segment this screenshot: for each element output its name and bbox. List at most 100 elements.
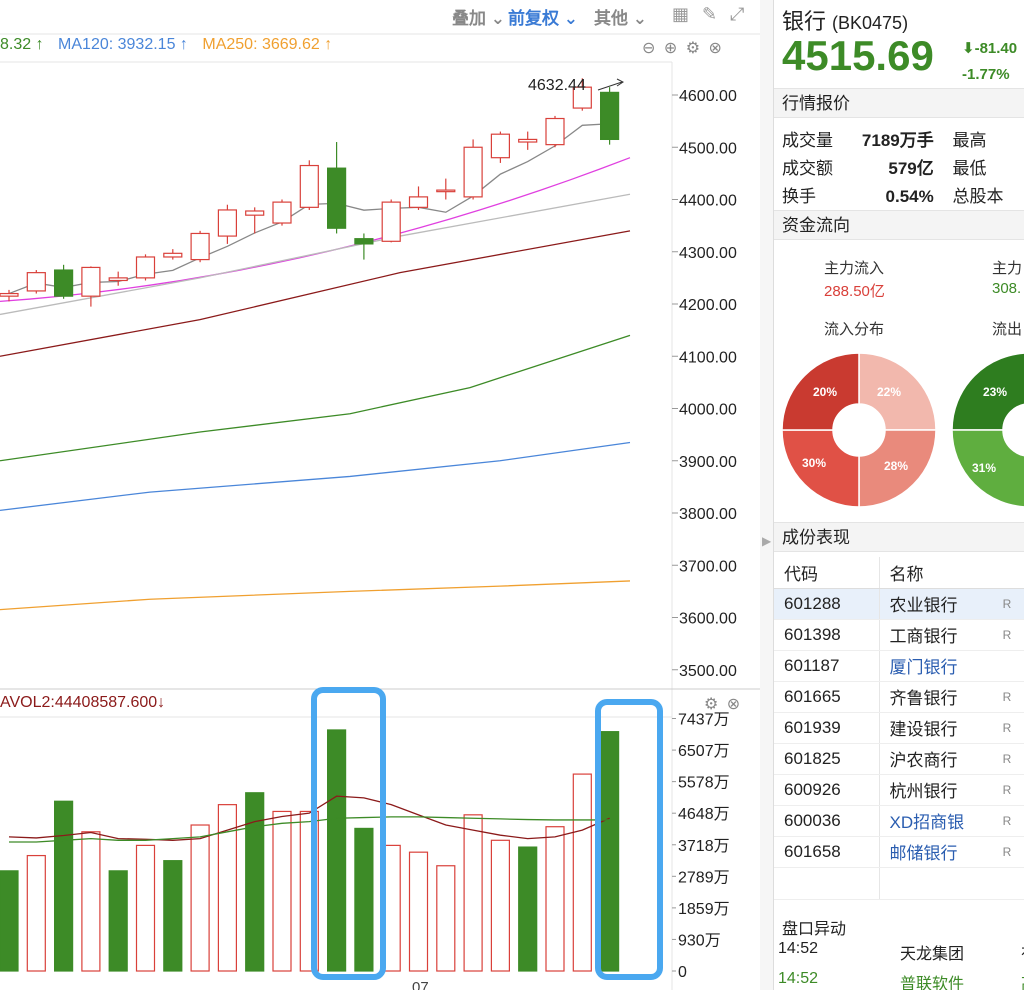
vol-tick-label: 1859万 <box>678 901 730 918</box>
inflow-pct-1: 22% <box>877 385 901 399</box>
component-row[interactable]: 601665 齐鲁银行 R <box>774 681 1024 713</box>
change-extra: 有 <box>1021 940 1024 964</box>
outflow-pct-0: 23% <box>983 385 1007 399</box>
volume-label: 成交量 <box>782 131 833 150</box>
col-name-header[interactable]: 名称 <box>878 557 989 589</box>
inflow-slice-top-right <box>858 352 937 431</box>
component-row[interactable]: 601398 工商银行 R <box>774 619 1024 651</box>
panel-divider[interactable] <box>760 0 773 990</box>
kline-chart[interactable]: 4600.00 4500.00 4400.00 4300.00 4200.00 4100.… <box>0 0 760 990</box>
close-icon[interactable]: ⊗ <box>708 40 722 57</box>
col-code-header[interactable]: 代码 <box>774 557 879 589</box>
adjust-dropdown[interactable]: 前复权 ⌄ <box>508 9 578 28</box>
volume-bar <box>463 814 483 972</box>
volume-bar <box>190 824 210 972</box>
candle-body <box>354 238 374 245</box>
plus-circle-icon[interactable]: ⊕ <box>663 40 678 57</box>
volume-bar <box>81 831 101 972</box>
component-code: 601658 <box>774 836 879 868</box>
vol-tick-label: 6507万 <box>678 743 730 760</box>
other-dropdown[interactable]: 其他 ⌄ <box>594 9 647 28</box>
vol-panel-controls: ⚙ ⊗ <box>704 694 740 714</box>
ma30-line <box>0 230 631 357</box>
volume-bar <box>135 844 156 972</box>
volume-bar <box>217 804 237 972</box>
volume-bar <box>545 826 565 972</box>
change-row[interactable]: 14:52 天龙集团 有 <box>778 940 1024 963</box>
volume-bar <box>408 851 429 972</box>
fullscreen-icon[interactable]: ⤢ <box>730 4 745 24</box>
candle-body <box>217 209 237 237</box>
outflow-slice-bottom-left <box>951 429 1024 508</box>
component-row[interactable]: 601288 农业银行 R <box>774 588 1024 620</box>
component-row[interactable]: 600926 杭州银行 R <box>774 774 1024 806</box>
vol-tick-label: 0 <box>678 964 687 981</box>
stock-code: (BK0475) <box>832 13 909 33</box>
change-stock-name: 天龙集团 <box>900 946 965 963</box>
stock-price: 4515.69 <box>782 32 934 79</box>
quote-row-amount: 成交额 579亿 最低 <box>782 154 986 179</box>
max-arrowhead-icon <box>616 78 624 87</box>
component-row[interactable]: 600036 XD招商银 R <box>774 805 1024 837</box>
vol-ma-line <box>8 795 610 841</box>
chart-toolbar: 叠加 ⌄ 前复权 ⌄ 其他 ⌄ ▦ ✎ ⤢ <box>0 0 760 30</box>
inflow-slice-bottom-left <box>781 429 860 508</box>
component-r-badge: R <box>989 774 1024 806</box>
component-r-badge: R <box>989 712 1024 744</box>
component-code: 601939 <box>774 712 879 744</box>
candle-body <box>299 164 319 208</box>
components-title: 成份表现 <box>774 522 1024 552</box>
volume-bar <box>53 800 74 972</box>
price-tick-label: 4100.00 <box>679 349 737 366</box>
overlay-dropdown[interactable]: 叠加 ⌄ <box>452 9 505 28</box>
candle-body <box>190 232 210 261</box>
candle-body <box>0 292 19 297</box>
change-row[interactable]: 14:52 普联软件 高 <box>778 970 1024 990</box>
volume-bar <box>26 854 46 972</box>
candle-body <box>490 133 510 159</box>
minus-circle-icon[interactable]: ⊖ <box>642 40 656 57</box>
total-shares-label: 总股本 <box>952 187 1004 206</box>
component-name: 工商银行 <box>878 619 989 651</box>
component-row[interactable]: 601825 沪农商行 R <box>774 743 1024 775</box>
draw-pen-icon[interactable]: ✎ <box>702 4 718 24</box>
components-table: 代码 名称 601288 农业银行 R 601398 工商银行 R 601187 厦门银行 60… <box>774 557 1024 900</box>
outflow-slice-top-left <box>951 352 1024 431</box>
panel-controls: ⊖ ⊕ ⚙ ⊗ <box>642 38 722 58</box>
component-r-badge: R <box>989 681 1024 713</box>
candle-body <box>81 266 101 297</box>
gear-icon[interactable]: ⚙ <box>685 40 701 57</box>
inflow-pct-0: 20% <box>813 385 837 399</box>
vol-tick-label: 2789万 <box>678 869 730 886</box>
candle-body <box>245 210 265 216</box>
highlight-box-left <box>311 687 386 980</box>
quote-row-volume: 成交量 7189万手 最高 <box>782 126 986 151</box>
price-tick-label: 4600.00 <box>679 88 737 105</box>
vol-tick-label: 3718万 <box>678 838 730 855</box>
turnover-label: 换手 <box>782 187 816 206</box>
change-time: 14:52 <box>778 940 819 957</box>
collapse-arrow-icon[interactable]: ▶ <box>762 534 772 548</box>
component-name: 齐鲁银行 <box>878 681 989 713</box>
component-row[interactable]: 601658 邮储银行 R <box>774 836 1024 868</box>
component-name: 沪农商行 <box>878 743 989 775</box>
vol-tick-label: 4648万 <box>678 806 730 823</box>
component-name: 杭州银行 <box>878 774 989 806</box>
grid-icon[interactable]: ▦ <box>672 4 690 24</box>
price-tick-label: 4400.00 <box>679 193 737 210</box>
turnover-value: 0.54% <box>885 187 934 206</box>
vol-header: AVOL2:44408587.600↓ <box>0 694 166 711</box>
price-tick-label: 3500.00 <box>679 663 737 680</box>
max-price-label: 4632.44 <box>528 77 586 94</box>
quote-row-turnover: 换手 0.54% 总股本 <box>782 182 1003 207</box>
vol-close-icon[interactable]: ⊗ <box>726 696 741 713</box>
volume-bar <box>572 773 592 972</box>
component-name: 厦门银行 <box>878 650 989 682</box>
vol-gear-icon[interactable]: ⚙ <box>704 696 719 713</box>
component-code: 601288 <box>774 588 879 620</box>
component-row[interactable]: 601939 建设银行 R <box>774 712 1024 744</box>
component-row[interactable]: 601187 厦门银行 <box>774 650 1024 682</box>
candle-body <box>381 201 401 242</box>
component-r-badge: R <box>989 588 1024 620</box>
ma250-value: MA250: 3669.62 ↑ <box>202 36 333 53</box>
